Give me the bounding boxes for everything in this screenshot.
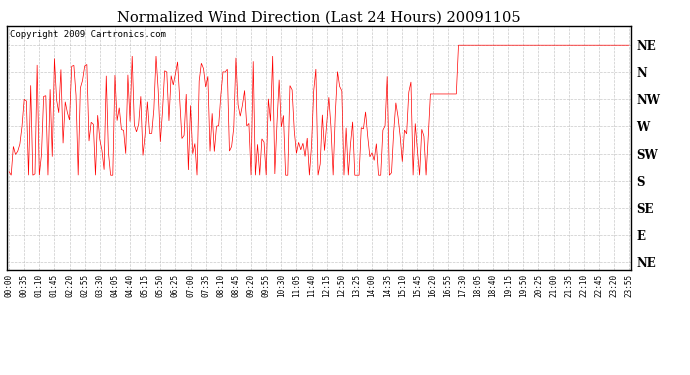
Text: Copyright 2009 Cartronics.com: Copyright 2009 Cartronics.com <box>10 30 166 39</box>
Title: Normalized Wind Direction (Last 24 Hours) 20091105: Normalized Wind Direction (Last 24 Hours… <box>117 11 521 25</box>
